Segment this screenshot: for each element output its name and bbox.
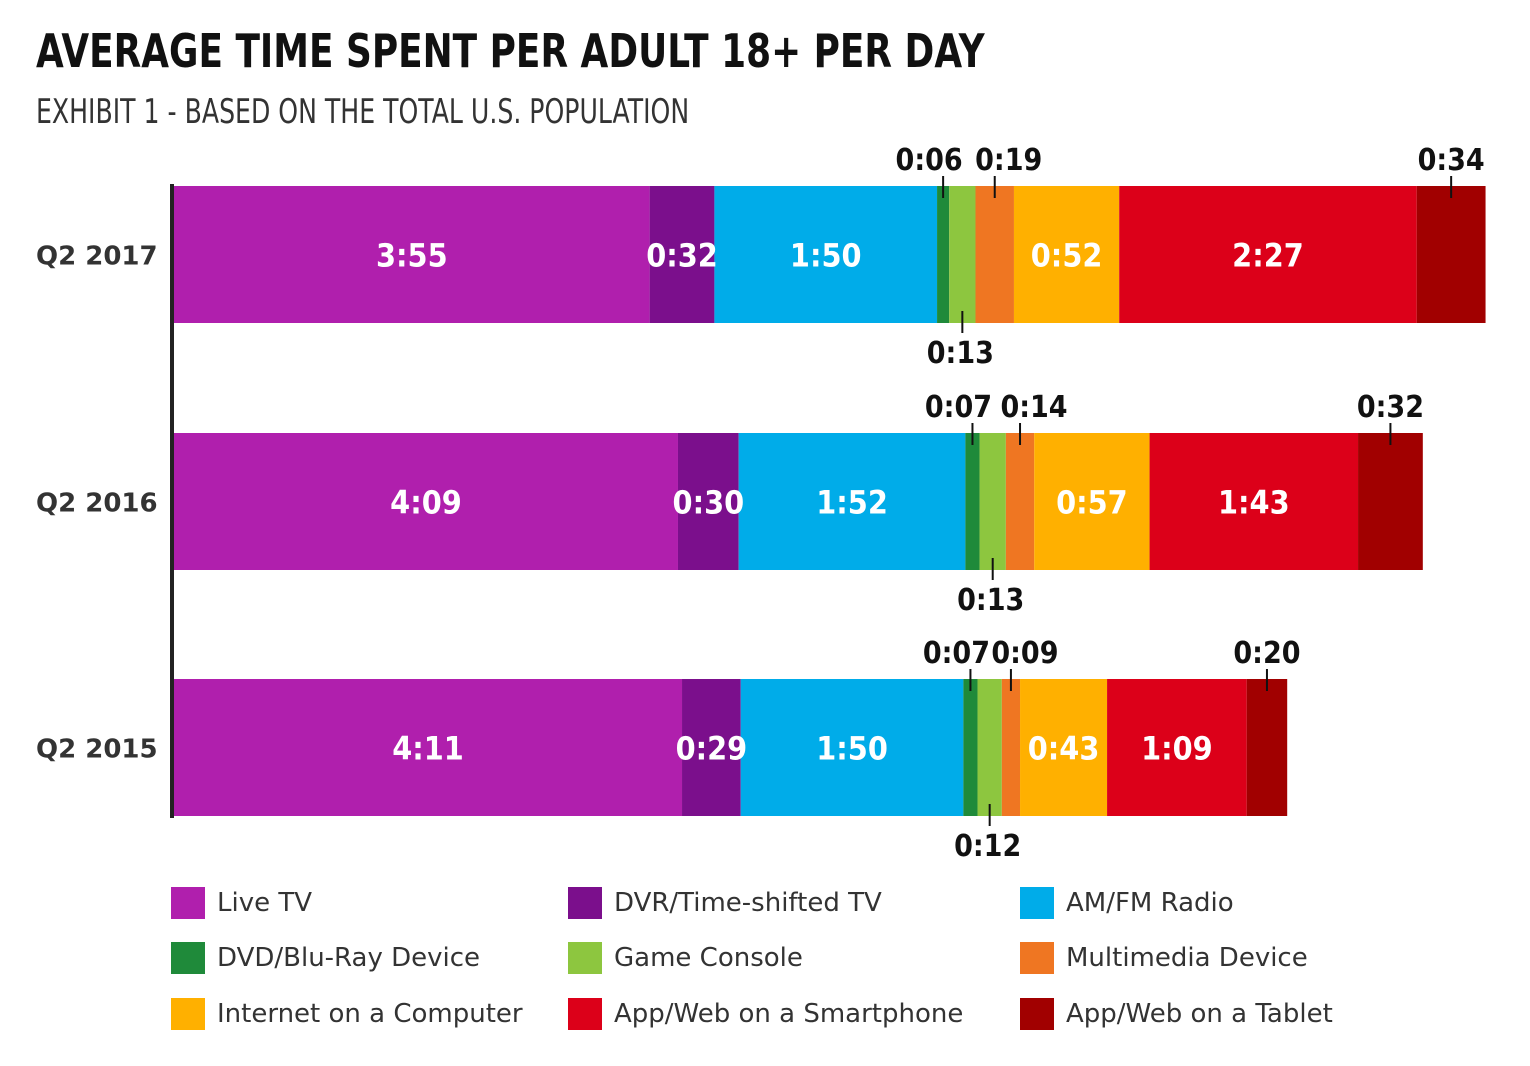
data-label: 2:27 <box>1232 237 1304 275</box>
bar-segment-app-web-on-a-smartphone <box>1119 186 1417 323</box>
bar-segment-dvd-blu-ray-device <box>963 679 978 816</box>
data-label: 0:07 <box>925 390 992 425</box>
bar-segment-dvd-blu-ray-device <box>937 186 950 323</box>
data-label: 1:09 <box>1141 730 1213 768</box>
bar-segment-dvd-blu-ray-device <box>965 433 980 570</box>
data-label: 0:12 <box>954 829 1021 864</box>
bar-segment-live-tv <box>174 433 678 570</box>
data-label: 0:30 <box>673 484 745 522</box>
category-label: Q2 2016 <box>36 489 158 519</box>
data-label: 0:19 <box>975 143 1042 178</box>
data-label: 4:09 <box>390 484 462 522</box>
bar-segment-dvr-time-shifted-tv <box>677 433 739 570</box>
data-label: 0:43 <box>1028 730 1100 768</box>
data-label: 0:57 <box>1056 484 1128 522</box>
data-label: 1:50 <box>816 730 888 768</box>
data-label: 0:13 <box>957 583 1024 618</box>
bar-segment-app-web-on-a-smartphone <box>1149 433 1359 570</box>
bar-segment-internet-on-a-computer <box>1034 433 1150 570</box>
data-label: 0:14 <box>1000 390 1067 425</box>
category-label: Q2 2015 <box>36 735 158 765</box>
data-label: 0:32 <box>646 237 718 275</box>
bar-segment-game-console <box>977 679 1002 816</box>
data-label: 0:20 <box>1233 636 1300 671</box>
data-label: 0:09 <box>991 636 1058 671</box>
bar-segment-multimedia-device <box>1005 433 1035 570</box>
category-label: Q2 2017 <box>36 242 158 272</box>
bar-segment-multimedia-device <box>1001 679 1021 816</box>
bar-segment-dvr-time-shifted-tv <box>649 186 715 323</box>
bar-segment-am-fm-radio <box>740 679 964 816</box>
chart-title: AVERAGE TIME SPENT PER ADULT 18+ PER DAY <box>36 24 985 78</box>
data-label: 4:11 <box>392 730 464 768</box>
data-label: 0:52 <box>1031 237 1103 275</box>
bar-segment-app-web-on-a-tablet <box>1358 433 1423 570</box>
data-label: 1:43 <box>1218 484 1290 522</box>
bar-segment-app-web-on-a-smartphone <box>1107 679 1247 816</box>
bar-segment-live-tv <box>174 186 650 323</box>
bar-segment-internet-on-a-computer <box>1013 186 1120 323</box>
data-label: 1:50 <box>790 237 862 275</box>
data-label: 0:32 <box>1357 390 1424 425</box>
data-label: 1:52 <box>816 484 888 522</box>
data-label: 0:13 <box>927 336 994 371</box>
bar-segment-internet-on-a-computer <box>1020 679 1108 816</box>
data-label: 0:29 <box>676 730 748 768</box>
chart-subtitle: EXHIBIT 1 - BASED ON THE TOTAL U.S. POPU… <box>36 92 690 132</box>
bar-segment-game-console <box>949 186 976 323</box>
bar-segment-app-web-on-a-tablet <box>1246 679 1288 816</box>
bar-segment-dvr-time-shifted-tv <box>682 679 741 816</box>
bar-segment-app-web-on-a-tablet <box>1416 186 1486 323</box>
bar-segment-game-console <box>979 433 1006 570</box>
data-label: 0:34 <box>1418 143 1485 178</box>
bar-segment-am-fm-radio <box>714 186 938 323</box>
bar-segment-multimedia-device <box>975 186 1014 323</box>
bar-segment-am-fm-radio <box>738 433 966 570</box>
data-label: 3:55 <box>376 237 448 275</box>
bar-segment-live-tv <box>174 679 683 816</box>
data-label: 0:07 <box>923 636 990 671</box>
data-label: 0:06 <box>896 143 963 178</box>
